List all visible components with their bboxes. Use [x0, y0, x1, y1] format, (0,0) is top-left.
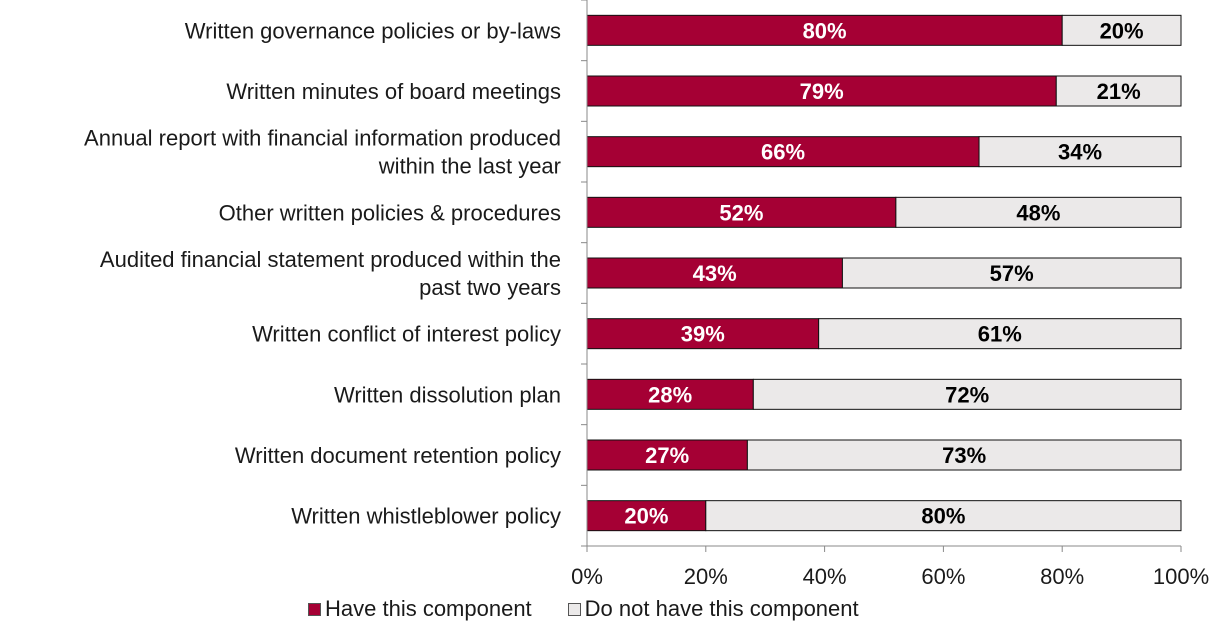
- x-tick-label: 20%: [684, 564, 728, 589]
- bar-have: [586, 136, 980, 168]
- bar-have: [586, 14, 1063, 46]
- legend-item-have: Have this component: [308, 596, 532, 622]
- category-label: Annual report with financial information…: [84, 126, 561, 179]
- bar-not-have: [895, 196, 1182, 228]
- x-tick-label: 80%: [1040, 564, 1084, 589]
- bar-not-have: [1061, 14, 1182, 46]
- data-label-have: 39%: [681, 322, 725, 347]
- x-tick-label: 60%: [921, 564, 965, 589]
- data-label-have: 52%: [719, 200, 763, 225]
- x-tick-label: 40%: [803, 564, 847, 589]
- data-label-have: 80%: [803, 18, 847, 43]
- category-label: Audited financial statement produced wit…: [100, 247, 561, 300]
- bar-have: [586, 378, 754, 410]
- legend-item-not-have: Do not have this component: [567, 596, 859, 622]
- data-label-have: 28%: [648, 382, 692, 407]
- stacked-bar-chart: 80% 20% Written governance policies or by-…: [84, 0, 1209, 589]
- bar-not-have: [818, 318, 1182, 350]
- legend-swatch-have: [308, 602, 321, 616]
- bar-not-have: [1055, 75, 1182, 107]
- data-label-not-have: 80%: [921, 504, 965, 529]
- data-label-have: 20%: [624, 504, 668, 529]
- data-label-not-have: 20%: [1100, 18, 1144, 43]
- bar-have: [586, 196, 897, 228]
- category-label: Written minutes of board meetings: [226, 79, 561, 104]
- legend-label-have: Have this component: [325, 596, 532, 621]
- legend-label-not-have: Do not have this component: [584, 596, 859, 621]
- data-label-have: 43%: [693, 261, 737, 286]
- category-label: Written governance policies or by-laws: [185, 18, 561, 43]
- data-label-not-have: 72%: [945, 382, 989, 407]
- category-label: Written conflict of interest policy: [252, 322, 561, 347]
- category-label: Written dissolution plan: [334, 382, 561, 407]
- data-label-not-have: 73%: [942, 443, 986, 468]
- legend: Have this component Do not have this com…: [308, 595, 859, 623]
- legend-swatch-not-have: [567, 602, 581, 616]
- bar-have: [586, 75, 1057, 107]
- bar-not-have: [841, 257, 1182, 289]
- bar-not-have: [978, 136, 1182, 168]
- data-label-have: 66%: [761, 140, 805, 165]
- data-label-not-have: 57%: [990, 261, 1034, 286]
- data-label-not-have: 34%: [1058, 140, 1102, 165]
- x-tick-label: 100%: [1153, 564, 1209, 589]
- data-label-have: 27%: [645, 443, 689, 468]
- x-tick-label: 0%: [571, 564, 603, 589]
- bar-not-have: [705, 500, 1182, 532]
- category-label: Written document retention policy: [235, 443, 561, 468]
- data-label-not-have: 21%: [1097, 79, 1141, 104]
- bar-not-have: [746, 439, 1182, 471]
- category-label: Other written policies & procedures: [219, 200, 561, 225]
- category-label: Written whistleblower policy: [291, 504, 561, 529]
- data-label-have: 79%: [800, 79, 844, 104]
- data-label-not-have: 48%: [1016, 200, 1060, 225]
- bar-not-have: [752, 378, 1182, 410]
- data-label-not-have: 61%: [978, 322, 1022, 347]
